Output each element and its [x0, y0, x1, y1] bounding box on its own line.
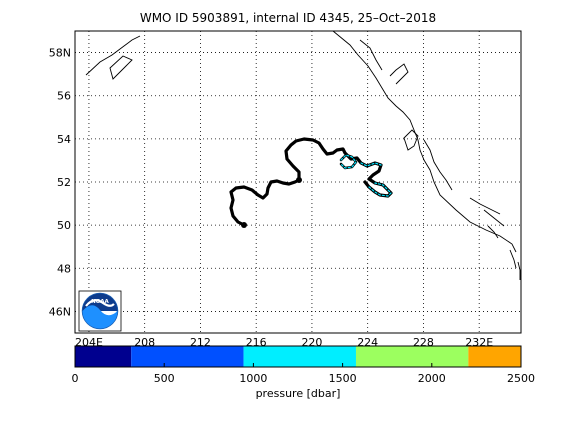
lat-tick-label: 48	[57, 262, 71, 275]
lat-tick-label: 52	[57, 176, 71, 189]
colorbar-segment	[131, 346, 244, 367]
map-axes: 204E 208 212 216 220 224 228 232E46N48505254565…	[49, 30, 522, 349]
coastline	[85, 30, 521, 280]
noaa-logo: NOAA	[78, 290, 122, 332]
lat-tick-label: 56	[57, 90, 71, 103]
lat-tick-label: 46N	[49, 305, 71, 318]
lat-tick-label: 54	[57, 133, 71, 146]
colorbar-tick-label: 0	[72, 372, 79, 385]
colorbar-segment	[243, 346, 356, 367]
colorbar-segment	[75, 346, 132, 367]
figure-title: WMO ID 5903891, internal ID 4345, 25–Oct…	[139, 11, 437, 25]
colorbar-tick-label: 500	[154, 372, 175, 385]
colorbar-frame	[74, 345, 522, 368]
svg-text:NOAA: NOAA	[91, 299, 109, 305]
colorbar-tick-label: 2500	[507, 372, 535, 385]
colorbar-segment	[355, 346, 469, 367]
colorbar-ticks: 0 500 1000 1500 2000 2500	[72, 363, 535, 385]
colorbar-label: pressure [dbar]	[256, 387, 341, 400]
colorbar-segments	[75, 346, 521, 367]
lat-tick-label: 58N	[49, 47, 71, 60]
float-trajectory	[229, 137, 393, 228]
colorbar-tick-label: 2000	[418, 372, 446, 385]
colorbar-segment	[468, 346, 521, 367]
colorbar: 0 500 1000 1500 2000 2500 pressure [dbar]	[72, 345, 535, 400]
lat-tick-label: 50	[57, 219, 71, 232]
colorbar-tick-label: 1500	[329, 372, 357, 385]
colorbar-tick-label: 1000	[239, 372, 267, 385]
